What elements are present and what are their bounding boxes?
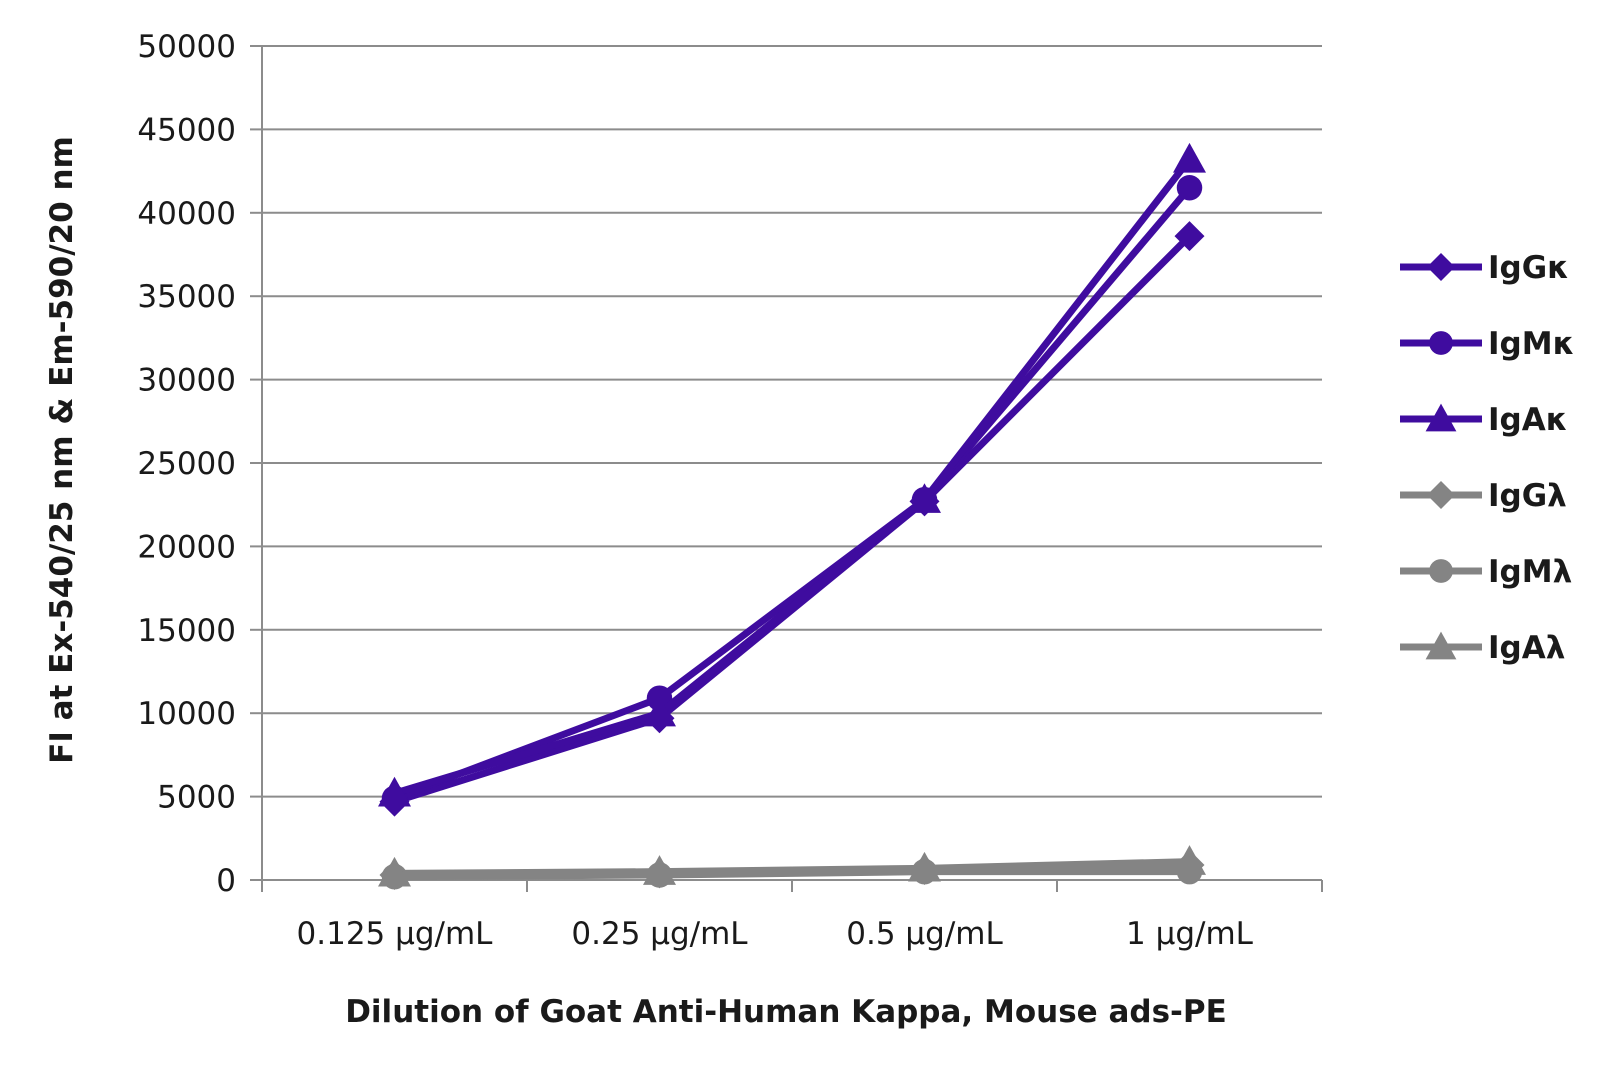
y-tick-label: 20000 [137,529,236,565]
legend-entry: IgAκ [1400,402,1568,438]
legend-entry: IgGλ [1400,478,1567,514]
legend-marker [1425,631,1457,660]
x-axis-ticks: 0.125 µg/mL 0.25 µg/mL 0.5 µg/mL 1 µg/mL [261,880,1323,952]
plot-area [378,142,1206,890]
x-tick-label: 1 µg/mL [1126,916,1254,952]
data-point [1176,175,1203,201]
gridlines [262,45,1322,881]
y-tick-label: 35000 [137,279,236,315]
series-line [393,185,1193,802]
x-tick-label: 0.25 µg/mL [571,916,748,952]
legend-entry: IgMλ [1400,554,1572,590]
legend-label: IgAλ [1488,630,1565,666]
data-point [378,856,411,887]
legend-label: IgAκ [1488,402,1568,438]
legend-entry: IgMκ [1400,326,1575,362]
series-line [393,157,1193,797]
data-point [378,776,411,807]
legend: IgGκ IgMκ IgAκ IgGλ IgMλ IgAλ [1400,250,1575,666]
series-2 [381,175,1203,812]
y-tick-label: 25000 [137,446,236,482]
legend-label: IgMκ [1488,326,1575,362]
y-tick-label: 0 [216,863,236,899]
data-point [908,851,941,882]
y-tick-label: 15000 [137,613,236,649]
y-tick-label: 45000 [137,112,236,148]
legend-label: IgGλ [1488,478,1567,514]
legend-marker [1429,331,1453,355]
y-tick-label: 50000 [137,29,236,65]
x-axis-title: Dilution of Goat Anti-Human Kappa, Mouse… [345,994,1227,1030]
legend-marker [1427,481,1455,509]
legend-label: IgGκ [1488,250,1569,286]
y-axis-title: FI at Ex-540/25 nm & Em-590/20 nm [44,136,80,764]
x-tick-label: 0.125 µg/mL [297,916,494,952]
data-point [908,483,941,513]
data-point [1173,142,1206,173]
y-tick-label: 40000 [137,196,236,232]
legend-marker [1429,559,1453,583]
series-line [393,233,1192,805]
legend-marker [1427,253,1455,281]
legend-marker [1425,403,1457,432]
data-point [1174,221,1205,252]
y-tick-label: 10000 [137,696,236,732]
series-6 [378,845,1206,887]
series-line [394,858,1190,877]
legend-entry: IgGκ [1400,250,1569,286]
legend-label: IgMλ [1488,554,1572,590]
data-point [643,696,676,727]
y-axis-ticks: 0 5000 10000 15000 20000 25000 30000 35000 40000… [137,29,262,899]
x-tick-label: 0.5 µg/mL [846,916,1003,952]
data-point [643,855,676,885]
y-tick-label: 30000 [137,363,236,399]
y-tick-label: 5000 [157,780,236,816]
series-3 [378,142,1206,807]
legend-entry: IgAλ [1400,630,1565,666]
data-point [1173,845,1206,875]
